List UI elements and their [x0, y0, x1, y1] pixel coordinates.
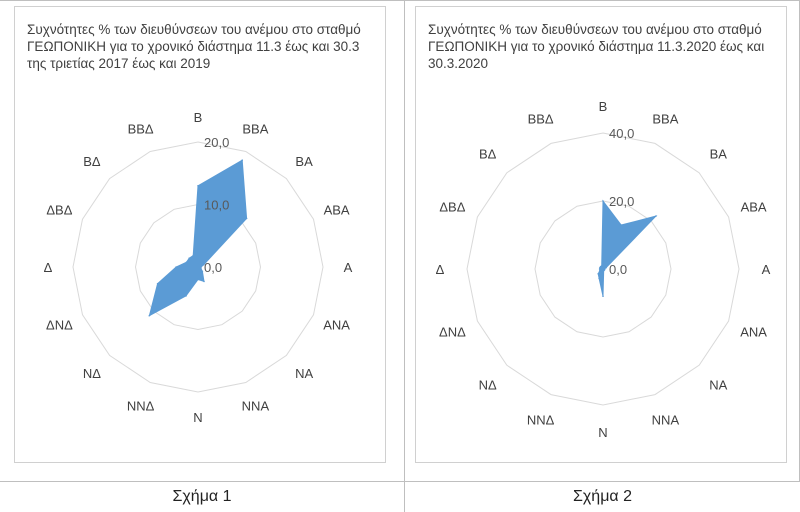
axis-tick-label: 20,0 — [204, 135, 229, 150]
chart-title-2: Συχνότητες % των διευθύνσεων του ανέμου … — [428, 22, 765, 71]
data-point — [598, 277, 600, 280]
category-label: ΝΝΑ — [242, 399, 270, 414]
category-label: ΝΝΑ — [652, 413, 680, 428]
category-label: Δ — [44, 260, 53, 275]
category-label: ΝΝΔ — [127, 399, 155, 414]
category-label: ΝΔ — [83, 366, 101, 381]
data-point — [201, 270, 204, 273]
figure-cell-1: Συχνότητες % των διευθύνσεων του ανέμου … — [0, 0, 405, 481]
axis-tick-label: 10,0 — [204, 198, 229, 213]
category-label: ΝΑ — [295, 366, 313, 381]
grid-ring — [72, 141, 324, 393]
category-label: ΒΒΑ — [242, 121, 268, 136]
category-label: ΑΒΑ — [324, 203, 350, 218]
chart-title-1: Συχνότητες % των διευθύνσεων του ανέμου … — [27, 22, 361, 71]
data-point — [599, 269, 601, 272]
grid-ring — [466, 132, 740, 406]
data-point — [203, 263, 205, 266]
category-label: Α — [762, 262, 771, 277]
data-point — [188, 257, 190, 259]
axis-tick-label: 40,0 — [609, 126, 634, 141]
data-point — [192, 254, 194, 257]
data-point — [203, 280, 205, 283]
data-point — [197, 278, 199, 281]
data-point — [598, 268, 601, 270]
category-label: Ν — [193, 410, 202, 425]
grid-ring — [134, 203, 262, 331]
data-point — [655, 215, 657, 217]
axis-tick-label: 0,0 — [204, 260, 222, 275]
category-label: ΒΑ — [295, 154, 313, 169]
radar-chart-1: 0,0 10,0 20,0Β ΒΒΑ ΒΑ ΑΒΑ Α ΑΝΑ ΝΑ ΝΝΑ Ν ΝΝΔ ΝΔ ΔΝΔ Δ Δ… — [44, 110, 353, 425]
category-label: ΑΒΑ — [741, 200, 767, 215]
data-point — [175, 266, 177, 268]
data-point — [156, 282, 159, 285]
series-area — [597, 199, 658, 297]
radar-chart-2: 0,0 20,0 40,0Β ΒΒΑ ΒΑ ΑΒΑ Α ΑΝΑ ΝΑ ΝΝΑ Ν ΝΝΔ ΝΔ ΔΝΔ Δ Δ… — [436, 99, 771, 440]
category-label: ΑΝΑ — [323, 317, 350, 332]
category-label: ΔΝΔ — [46, 317, 73, 332]
category-label: Δ — [436, 262, 445, 277]
data-point — [620, 224, 622, 226]
category-label: ΔΒΔ — [46, 203, 72, 218]
category-label: ΒΒΑ — [652, 111, 678, 126]
data-point — [197, 185, 199, 187]
category-label: ΝΑ — [709, 377, 727, 392]
category-label: ΝΝΔ — [527, 413, 555, 428]
category-label: ΒΔ — [83, 154, 101, 169]
data-point — [597, 273, 599, 275]
figure-cell-2: Συχνότητες % των διευθύνσεων του ανέμου … — [405, 0, 800, 481]
caption-row: Σχήμα 1 Σχήμα 2 — [0, 481, 800, 512]
data-point — [605, 266, 607, 269]
top-border — [0, 0, 800, 1]
data-point — [245, 217, 248, 220]
chart-frame-2: Συχνότητες % των διευθύνσεων του ανέμου … — [415, 6, 787, 463]
category-label: Β — [194, 110, 203, 125]
category-label: ΑΝΑ — [740, 324, 767, 339]
category-label: ΔΒΔ — [439, 200, 465, 215]
data-point — [600, 265, 603, 267]
category-label: ΒΒΔ — [528, 111, 554, 126]
axis-tick-label: 0,0 — [609, 262, 627, 277]
category-label: Ν — [598, 425, 607, 440]
figure-caption-1: Σχήμα 1 — [0, 482, 405, 512]
data-point — [241, 159, 243, 161]
category-label: ΒΑ — [710, 147, 728, 162]
category-label: Α — [344, 260, 353, 275]
data-point — [200, 267, 202, 270]
category-label: ΒΔ — [479, 147, 497, 162]
data-point — [200, 266, 202, 268]
series-area — [148, 159, 248, 317]
category-label: ΔΝΔ — [439, 324, 466, 339]
category-label: ΒΒΔ — [128, 121, 154, 136]
figure-caption-2: Σχήμα 2 — [573, 488, 632, 505]
data-point — [185, 261, 188, 263]
chart-frame-1: Συχνότητες % των διευθύνσεων του ανέμου … — [14, 6, 386, 463]
data-point — [602, 269, 605, 272]
category-label: ΝΔ — [479, 377, 497, 392]
data-point — [602, 295, 604, 298]
data-point — [185, 295, 187, 297]
category-label: Β — [599, 99, 608, 114]
grid-ring — [534, 200, 672, 338]
data-point — [148, 314, 151, 317]
data-point — [602, 200, 604, 202]
axis-tick-label: 20,0 — [609, 194, 634, 209]
